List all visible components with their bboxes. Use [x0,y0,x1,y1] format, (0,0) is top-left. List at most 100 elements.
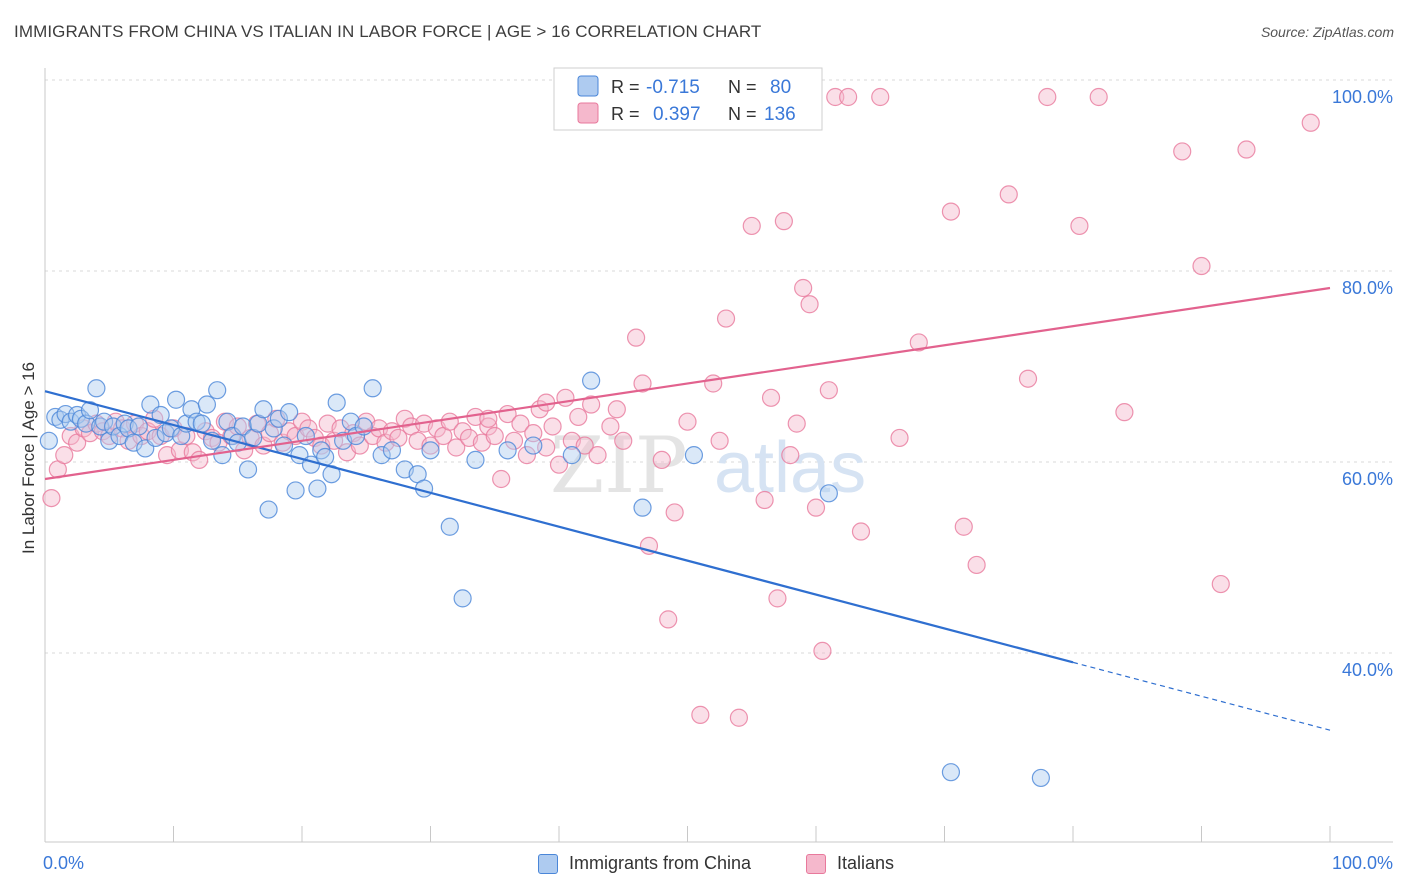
point-italians [55,446,74,465]
legend-r-value-italians: 0.397 [653,104,701,125]
point-china [100,431,119,450]
watermark-atlas: atlas [714,428,866,508]
point-italians [755,490,774,510]
y-tick-label: 40.0% [1342,660,1393,680]
trend-lines [44,286,1331,731]
legend-n-label-china: N = [728,77,757,97]
point-italians [704,374,723,393]
point-italians [954,517,973,536]
point-italians [1173,142,1192,161]
point-italians [607,400,626,419]
point-italians [549,455,569,474]
point-china [192,414,211,433]
chart-title: IMMIGRANTS FROM CHINA VS ITALIAN IN LABO… [14,22,762,41]
point-italians [890,428,909,448]
point-china [264,419,283,438]
legend-item-italians[interactable]: Italians [806,853,894,874]
point-italians [787,414,806,433]
point-china [87,379,106,398]
point-italians [350,436,369,455]
trend-line-china [44,390,1074,664]
point-italians [819,381,838,400]
point-china [562,446,581,465]
source-label: Source: ZipAtlas.com [1260,24,1394,40]
point-china [363,379,382,398]
point-italians [492,469,511,489]
point-china [80,401,100,420]
point-italians [447,438,466,457]
watermark: ZIP atlas [550,421,866,511]
point-italians [575,436,594,455]
legend-n-label-italians: N = [728,104,757,124]
point-italians [569,407,588,427]
point-italians [543,417,562,436]
y-axis-title: In Labor Force | Age > 16 [19,362,38,554]
legend-r-label-italians: R = [611,104,640,124]
point-italians [190,450,209,469]
point-italians [453,422,472,441]
point-italians [774,212,793,231]
point-italians [871,87,890,107]
point-italians [742,216,761,236]
point-italians [485,426,504,446]
point-italians [652,450,671,469]
point-china [124,433,143,452]
legend-item-china[interactable]: Immigrants from China [538,853,751,874]
point-china [327,393,346,412]
legend-correlation: R = -0.715 N = 80 R = 0.397 N = 136 [553,67,823,131]
point-italians [626,328,646,347]
point-china [61,412,80,431]
point-china [208,381,227,400]
point-china [280,403,299,422]
point-italians [851,522,871,541]
trend-line-italians [44,286,1331,481]
x-tick-label: 0.0% [43,853,84,873]
trend-line-china-extension [1072,661,1331,731]
point-italians [1018,369,1038,388]
point-italians [1192,256,1211,276]
point-italians [1089,87,1108,107]
grid-layer [45,79,1393,654]
point-italians [659,610,678,629]
point-italians [292,412,312,431]
point-italians [729,708,749,727]
point-italians [691,705,710,724]
point-china [819,484,838,503]
point-italians [1237,140,1256,159]
point-italians [479,417,498,436]
legend-swatch-italians-bottom [806,853,826,874]
legend-swatch-china [577,75,599,97]
point-italians [794,278,813,298]
point-italians [806,498,826,517]
point-italians [524,424,543,443]
point-italians [582,395,601,414]
point-china [382,441,402,460]
point-china [39,431,58,450]
point-china [233,417,252,436]
legend-series: Immigrants from China Italians [0,850,1406,880]
point-china [269,409,288,428]
point-italians [633,374,652,393]
point-italians [768,589,787,608]
point-italians [781,446,800,465]
point-china [372,446,391,465]
y-tick-label: 60.0% [1342,469,1393,489]
point-china [166,390,186,409]
point-italians [1115,403,1134,422]
point-china [421,441,440,460]
point-china [466,450,485,469]
point-china [582,371,601,390]
point-italians [1070,216,1089,236]
point-china [95,412,114,431]
x-tick-label: 100.0% [1332,853,1393,873]
point-china [197,395,217,414]
point-china [129,417,148,436]
watermark-zip: ZIP [550,421,688,511]
legend-swatch-italians [577,102,599,124]
point-china [254,400,273,419]
point-italians [665,503,684,522]
point-italians [614,431,633,450]
legend-n-value-china: 80 [770,77,791,98]
point-china [286,481,305,500]
